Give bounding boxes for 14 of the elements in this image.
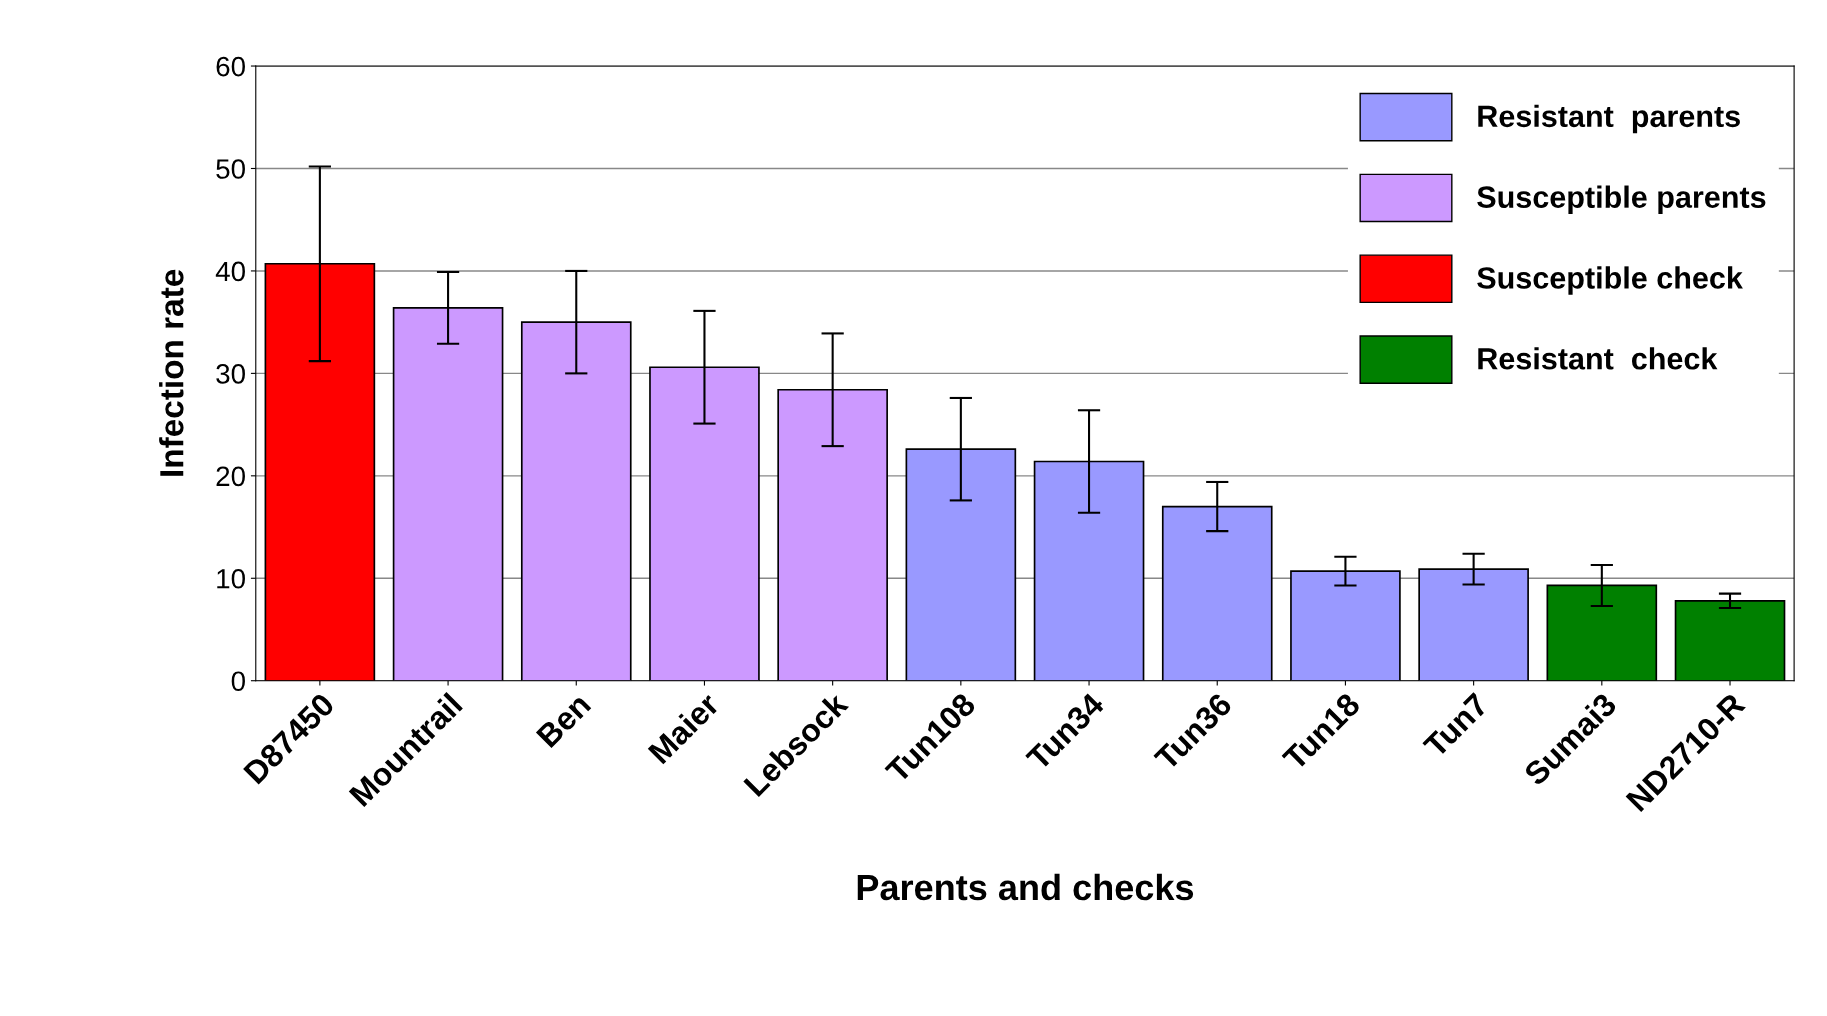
y-tick-label: 50 bbox=[216, 159, 245, 179]
legend-label: Susceptible check bbox=[1477, 266, 1743, 295]
y-tick-label: 40 bbox=[215, 261, 245, 282]
legend-label: Resistant check bbox=[1478, 347, 1718, 370]
legend-label: Susceptible parents bbox=[1477, 185, 1766, 215]
y-tick-label: 60 bbox=[216, 56, 245, 77]
y-tick-label: 20 bbox=[216, 466, 245, 487]
legend-label: Resistant parents bbox=[1478, 104, 1740, 134]
x-axis-title: Parents and checks bbox=[857, 873, 1194, 901]
y-axis-title: Infection rate bbox=[159, 269, 184, 476]
y-tick-label: 10 bbox=[217, 568, 245, 589]
y-tick-label: 0 bbox=[231, 671, 245, 692]
y-tick-label: 30 bbox=[216, 364, 245, 384]
x-tick-label: Ben bbox=[535, 692, 592, 749]
